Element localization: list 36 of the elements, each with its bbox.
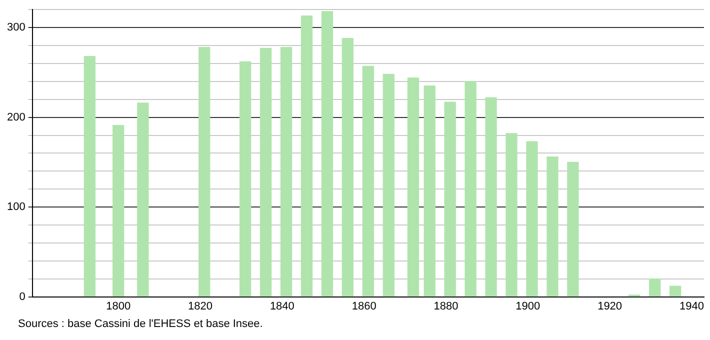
bar (424, 86, 436, 297)
bar (444, 102, 456, 297)
bar (485, 97, 497, 297)
x-tick-label: 1840 (270, 300, 294, 312)
bar (382, 74, 394, 297)
bar (362, 66, 374, 297)
y-tick-label: 200 (6, 111, 26, 124)
bar (526, 141, 538, 297)
y-tick-label: 300 (6, 22, 26, 34)
bar (112, 125, 124, 297)
bar (670, 286, 682, 297)
x-tick-label: 1920 (598, 300, 622, 312)
source-note: Sources : base Cassini de l'EHESS et base Insee. (17, 318, 264, 330)
y-tick-label: 100 (6, 201, 26, 214)
bar (300, 16, 313, 297)
bar (567, 162, 579, 297)
bar (649, 278, 661, 297)
x-tick-label: 1880 (434, 300, 458, 312)
bar (84, 56, 96, 297)
bar (342, 38, 354, 297)
x-tick-label: 1860 (352, 300, 376, 312)
bar (321, 11, 334, 297)
bar (506, 133, 518, 297)
bar (407, 77, 420, 297)
bar (260, 48, 272, 297)
bar (464, 81, 476, 297)
bar (198, 46, 210, 297)
x-tick-label: 1800 (106, 300, 131, 312)
bar (546, 156, 558, 297)
x-tick-label: 1900 (516, 300, 540, 312)
y-tick-label: 0 (19, 290, 26, 303)
x-tick-label: 1940 (679, 300, 704, 312)
bar (137, 102, 149, 297)
x-tick-label: 1820 (188, 300, 213, 312)
bar (280, 46, 292, 297)
bar (239, 61, 252, 297)
